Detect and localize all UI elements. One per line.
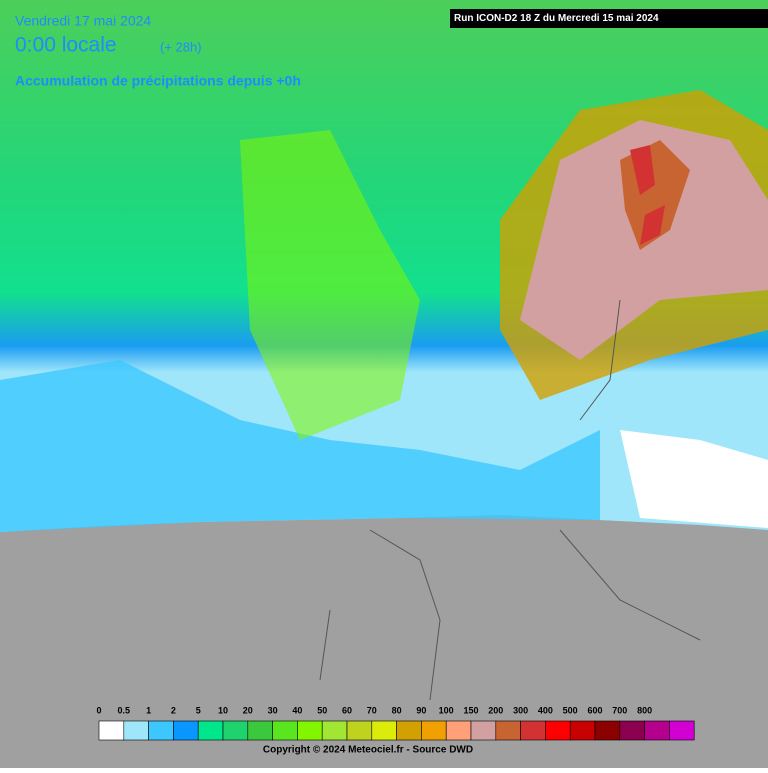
legend-swatch [247, 720, 273, 741]
legend-label: 500 [563, 705, 578, 715]
legend-label: 0.5 [118, 705, 131, 715]
legend: 0 0.5 1 2 5 10 20 30 40 50 60 70 80 90 100 150 200 300 400… [96, 705, 695, 741]
borders [319, 299, 701, 701]
legend-swatch [297, 720, 323, 741]
run-info: Run ICON-D2 18 Z du Mercredi 15 mai 2024 [454, 13, 659, 24]
legend-label: 70 [367, 705, 377, 715]
legend-label: 0 [96, 705, 101, 715]
legend-swatch [569, 720, 596, 741]
subtitle: Accumulation de précipitations depuis +0… [15, 73, 301, 89]
legend-swatch [396, 720, 422, 741]
legend-label: 400 [538, 705, 553, 715]
legend-label: 100 [439, 705, 454, 715]
legend-label: 90 [416, 705, 426, 715]
legend-swatch [445, 720, 472, 741]
legend-label: 60 [342, 705, 352, 715]
legend-label: 1 [146, 705, 151, 715]
legend-label: 50 [317, 705, 327, 715]
legend-swatch [148, 720, 174, 741]
legend-swatch [173, 720, 199, 741]
legend-label: 80 [392, 705, 402, 715]
legend-swatch [545, 720, 571, 741]
no-precip [620, 430, 768, 528]
legend-label: 800 [637, 705, 652, 715]
date: Vendredi 17 mai 2024 [15, 13, 151, 29]
legend-label: 40 [292, 705, 302, 715]
legend-swatch [346, 720, 373, 741]
legend-label: 5 [196, 705, 201, 715]
legend-swatch [321, 720, 348, 741]
legend-swatch [222, 720, 249, 741]
legend-swatch [520, 720, 546, 741]
legend-label: 30 [268, 705, 278, 715]
legend-swatch [470, 720, 497, 741]
legend-label: 700 [612, 705, 627, 715]
legend-swatch [669, 720, 695, 741]
precip-moderate [240, 130, 420, 440]
legend-swatch [123, 720, 149, 741]
legend-swatch [272, 720, 298, 741]
legend-swatch [197, 720, 224, 741]
legend-label: 20 [243, 705, 253, 715]
copyright: Copyright © 2024 Meteociel.fr - Source D… [263, 745, 473, 756]
legend-swatch [495, 720, 521, 741]
legend-label: 10 [218, 705, 228, 715]
legend-swatch [371, 720, 397, 741]
legend-swatch [421, 720, 447, 741]
legend-label: 150 [463, 705, 478, 715]
legend-swatch [98, 720, 125, 741]
legend-swatch [594, 720, 621, 741]
legend-swatch [644, 720, 670, 741]
legend-label: 200 [488, 705, 503, 715]
legend-label: 600 [587, 705, 602, 715]
run-box [450, 9, 768, 28]
precip-max [630, 145, 665, 245]
legend-swatch [619, 720, 645, 741]
legend-label: 2 [171, 705, 176, 715]
offset: (+ 28h) [160, 39, 202, 54]
precip-light [0, 360, 768, 532]
legend-label: 300 [513, 705, 528, 715]
time: 0:00 locale [15, 34, 117, 57]
